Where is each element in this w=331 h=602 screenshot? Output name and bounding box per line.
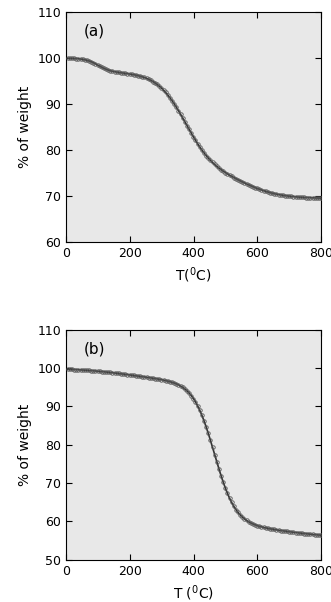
Text: (a): (a) <box>84 23 105 39</box>
Y-axis label: % of weight: % of weight <box>18 404 32 486</box>
Text: (b): (b) <box>84 341 106 356</box>
X-axis label: T ($^{0}$C): T ($^{0}$C) <box>173 583 214 602</box>
X-axis label: T($^{0}$C): T($^{0}$C) <box>175 265 212 285</box>
Y-axis label: % of weight: % of weight <box>18 86 32 168</box>
